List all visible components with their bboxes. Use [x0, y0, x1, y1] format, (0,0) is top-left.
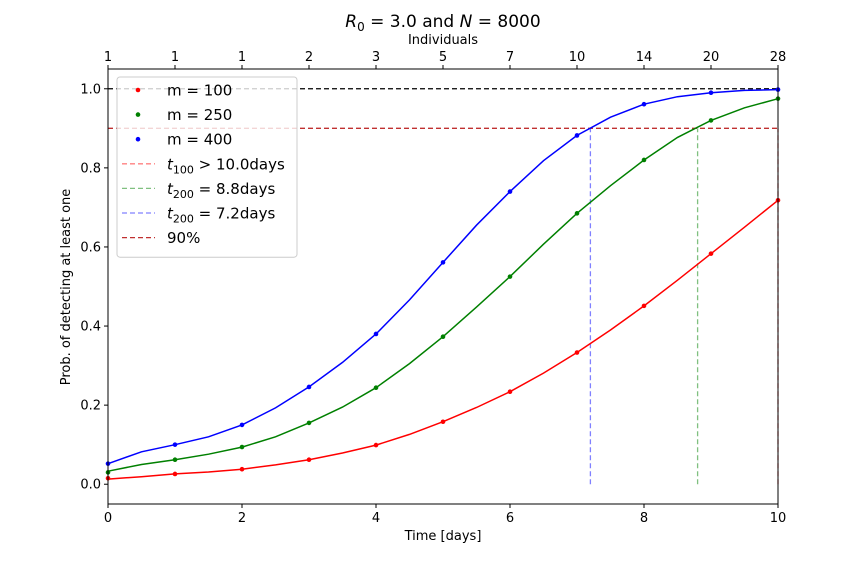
legend: m = 100 m = 250 m = 400 t100 > 10.0days t200…: [116, 76, 298, 258]
top-tick-label-8: 14: [636, 50, 653, 65]
data-point-s0-1: [172, 471, 178, 477]
legend-label-2: m = 400: [167, 131, 232, 149]
data-point-s0-9: [708, 251, 714, 256]
data-point-s0-8: [641, 303, 647, 309]
data-point-s2-7: [574, 133, 580, 138]
title-n: N: [460, 12, 473, 32]
title-r: R: [345, 12, 357, 32]
top-tick-label-6: 7: [506, 50, 514, 65]
data-point-s1-3: [306, 420, 312, 426]
x-axis-label: Time [days]: [404, 529, 482, 544]
title-tail: = 8000: [472, 12, 540, 32]
plot-area: [105, 87, 781, 485]
legend-marker-0: [135, 87, 141, 93]
data-point-s1-2: [239, 444, 245, 450]
data-point-s1-5: [440, 334, 446, 340]
data-point-s1-6: [507, 274, 513, 279]
top-tick-label-1: 1: [171, 50, 179, 65]
top-tick-label-2: 1: [238, 50, 246, 65]
x-tick-label-1: 2: [238, 511, 246, 526]
data-point-s0-3: [306, 457, 312, 463]
title-mid: = 3.0 and: [365, 12, 460, 32]
x-tick-label-5: 10: [770, 511, 787, 526]
plot-frame: [107, 68, 779, 505]
y-tick-label-3: 0.6: [80, 240, 101, 255]
data-point-s0-7: [574, 350, 580, 355]
y-tick-label-4: 0.8: [80, 161, 101, 176]
top-tick-label-3: 2: [305, 50, 313, 65]
legend-label-ref-1: t200 = 8.8days: [167, 180, 275, 201]
y-tick-label-5: 1.0: [80, 82, 101, 97]
data-point-s1-7: [574, 211, 580, 216]
data-point-s2-9: [708, 90, 714, 96]
legend-label-ref-0: t100 > 10.0days: [167, 155, 285, 176]
y-tick-label-2: 0.4: [80, 320, 101, 335]
top-tick-label-9: 20: [703, 50, 720, 65]
axes-ticks: 0 2 4 6 8 10 0.0 0.2 0.4 0.6 0.8 1.0 1 1 1 2 3 5 7 10 14 20 28: [80, 50, 786, 526]
data-point-s0-5: [440, 419, 446, 425]
y-axis-label: Prob. of detecting at least one: [59, 189, 74, 386]
y-tick-label-0: 0.0: [80, 478, 101, 493]
x-tick-label-0: 0: [104, 511, 112, 526]
x-tick-label-2: 4: [372, 511, 380, 526]
top-axis-label: Individuals: [408, 33, 478, 48]
x-tick-label-4: 8: [640, 511, 648, 526]
data-point-s2-1: [172, 442, 178, 447]
data-point-s2-6: [507, 189, 513, 194]
legend-box: [116, 76, 298, 258]
data-point-s1-1: [172, 457, 178, 463]
data-point-s2-4: [373, 331, 379, 337]
top-tick-label-4: 3: [372, 50, 380, 65]
chart-title: R0 = 3.0 and N = 8000: [345, 12, 540, 34]
legend-label-1: m = 250: [167, 106, 232, 124]
data-point-s2-3: [306, 384, 312, 390]
x-tick-label-3: 6: [506, 511, 514, 526]
data-point-s2-5: [440, 260, 446, 265]
data-point-s2-8: [641, 101, 647, 107]
legend-label-ref-3: 90%: [167, 229, 200, 247]
data-point-s1-8: [641, 157, 647, 163]
top-tick-label-0: 1: [104, 50, 112, 65]
legend-label-0: m = 100: [167, 82, 232, 100]
title-r-sub: 0: [357, 20, 365, 34]
top-tick-label-5: 5: [439, 50, 447, 65]
legend-marker-1: [135, 112, 141, 117]
data-point-s0-2: [239, 466, 245, 472]
data-point-s0-6: [507, 389, 513, 394]
data-point-s1-9: [708, 118, 714, 123]
legend-marker-2: [135, 136, 141, 142]
top-tick-label-10: 28: [770, 50, 787, 65]
data-point-s2-2: [239, 422, 245, 428]
data-point-s1-4: [373, 385, 379, 391]
y-tick-label-1: 0.2: [80, 399, 101, 414]
legend-label-ref-2: t200 = 7.2days: [167, 205, 275, 226]
top-tick-label-7: 10: [569, 50, 586, 65]
data-point-s0-4: [373, 442, 379, 448]
